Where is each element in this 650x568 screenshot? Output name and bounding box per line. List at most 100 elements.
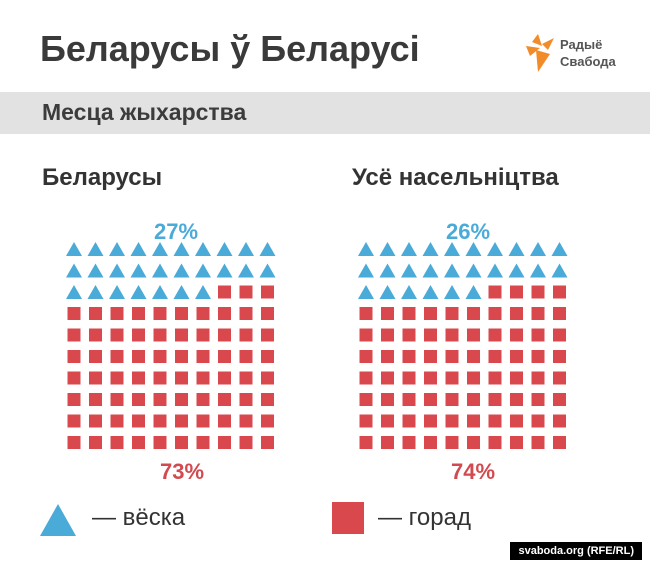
rural-triangle-mark (465, 285, 482, 299)
urban-square-mark (488, 350, 502, 363)
rural-triangle-mark (422, 285, 439, 299)
urban-square-mark (445, 307, 459, 320)
urban-square-mark (381, 371, 394, 385)
rural-triangle-mark (195, 263, 211, 278)
urban-square-mark (531, 328, 545, 342)
urban-square-mark (67, 436, 81, 449)
rural-triangle-mark (358, 242, 374, 256)
rural-triangle-mark (444, 263, 460, 278)
urban-square-mark (110, 436, 124, 449)
panel-title-belarusians: Беларусы (42, 164, 163, 191)
urban-square-mark (153, 436, 167, 449)
rural-triangle-mark (195, 285, 211, 299)
rural-triangle-mark (379, 263, 396, 278)
urban-square-mark (381, 350, 394, 363)
urban-square-mark (239, 371, 253, 385)
urban-square-mark (553, 371, 566, 385)
urban-square-mark (239, 414, 253, 428)
urban-square-mark (531, 371, 545, 385)
pictogram-grid-total-population (358, 242, 568, 449)
rural-triangle-mark (216, 263, 233, 278)
rural-triangle-mark (87, 242, 104, 256)
urban-square-mark (445, 414, 459, 428)
urban-square-mark (553, 350, 566, 363)
urban-square-mark (218, 393, 231, 406)
rural-triangle-mark (422, 242, 439, 256)
urban-square-mark (239, 285, 253, 299)
rural-triangle-mark (508, 242, 525, 256)
urban-percent-label-total: 74% (450, 459, 496, 484)
source-credit: svaboda.org (RFE/RL) (510, 542, 642, 560)
urban-square-mark (67, 414, 81, 428)
urban-square-mark (467, 371, 480, 385)
urban-square-mark (531, 307, 545, 320)
urban-square-mark (132, 371, 145, 385)
urban-square-mark (381, 307, 394, 320)
rural-triangle-mark (130, 242, 147, 256)
urban-square-mark (67, 328, 81, 342)
urban-square-mark (488, 436, 502, 449)
urban-square-mark (510, 436, 523, 449)
rural-triangle-mark (551, 242, 568, 256)
rural-percent-label-total: 26% (445, 219, 491, 244)
urban-square-mark (402, 307, 416, 320)
urban-square-mark (467, 436, 480, 449)
rural-triangle-mark (66, 242, 82, 256)
radio-svaboda-logo: Радыё Свабода (524, 32, 624, 76)
urban-square-mark (402, 328, 416, 342)
urban-square-mark (510, 414, 523, 428)
urban-square-mark (531, 285, 545, 299)
rural-triangle-mark (152, 263, 168, 278)
urban-square-mark (531, 436, 545, 449)
rural-triangle-mark (508, 263, 525, 278)
urban-square-mark (175, 436, 188, 449)
urban-square-mark (196, 414, 210, 428)
urban-square-mark (445, 328, 459, 342)
urban-square-mark (218, 414, 231, 428)
urban-square-mark (488, 285, 502, 299)
urban-square-mark (359, 307, 373, 320)
rural-triangle-mark (238, 263, 254, 278)
urban-square-mark (553, 328, 566, 342)
legend-rural-label: — вёска (92, 504, 186, 531)
urban-square-mark (132, 307, 145, 320)
urban-square-mark (467, 328, 480, 342)
urban-square-mark (510, 393, 523, 406)
urban-square-mark (359, 436, 373, 449)
page-title: Беларусы ў Беларусі (40, 28, 420, 69)
urban-square-mark (445, 436, 459, 449)
rural-triangle-mark (358, 263, 374, 278)
urban-square-mark (239, 436, 253, 449)
urban-square-mark (424, 371, 437, 385)
rural-triangle-mark (401, 263, 417, 278)
urban-square-mark (218, 350, 231, 363)
urban-square-mark (261, 436, 274, 449)
urban-square-mark (553, 307, 566, 320)
urban-square-mark (218, 285, 231, 299)
urban-square-mark (196, 436, 210, 449)
urban-square-mark (402, 393, 416, 406)
urban-square-mark (218, 328, 231, 342)
rural-triangle-mark (530, 263, 546, 278)
urban-square-mark (402, 436, 416, 449)
rural-triangle-mark (465, 242, 482, 256)
rural-triangle-mark (152, 285, 168, 299)
urban-square-mark (89, 436, 102, 449)
logo-line-1: Радыё (560, 37, 603, 52)
urban-square-mark (261, 393, 274, 406)
urban-square-mark (261, 307, 274, 320)
urban-square-mark (359, 393, 373, 406)
urban-square-mark (424, 414, 437, 428)
urban-square-mark (239, 307, 253, 320)
urban-square-mark (531, 393, 545, 406)
urban-square-mark (67, 393, 81, 406)
urban-square-mark (196, 350, 210, 363)
urban-square-mark (424, 350, 437, 363)
urban-square-mark (175, 350, 188, 363)
rural-triangle-mark (173, 285, 190, 299)
urban-square-mark (402, 414, 416, 428)
rural-percent-label-belarusians: 27% (153, 219, 199, 244)
panel-title-total-population: Усё насельніцтва (352, 164, 559, 191)
rural-triangle-mark (465, 263, 482, 278)
urban-square-mark (89, 328, 102, 342)
